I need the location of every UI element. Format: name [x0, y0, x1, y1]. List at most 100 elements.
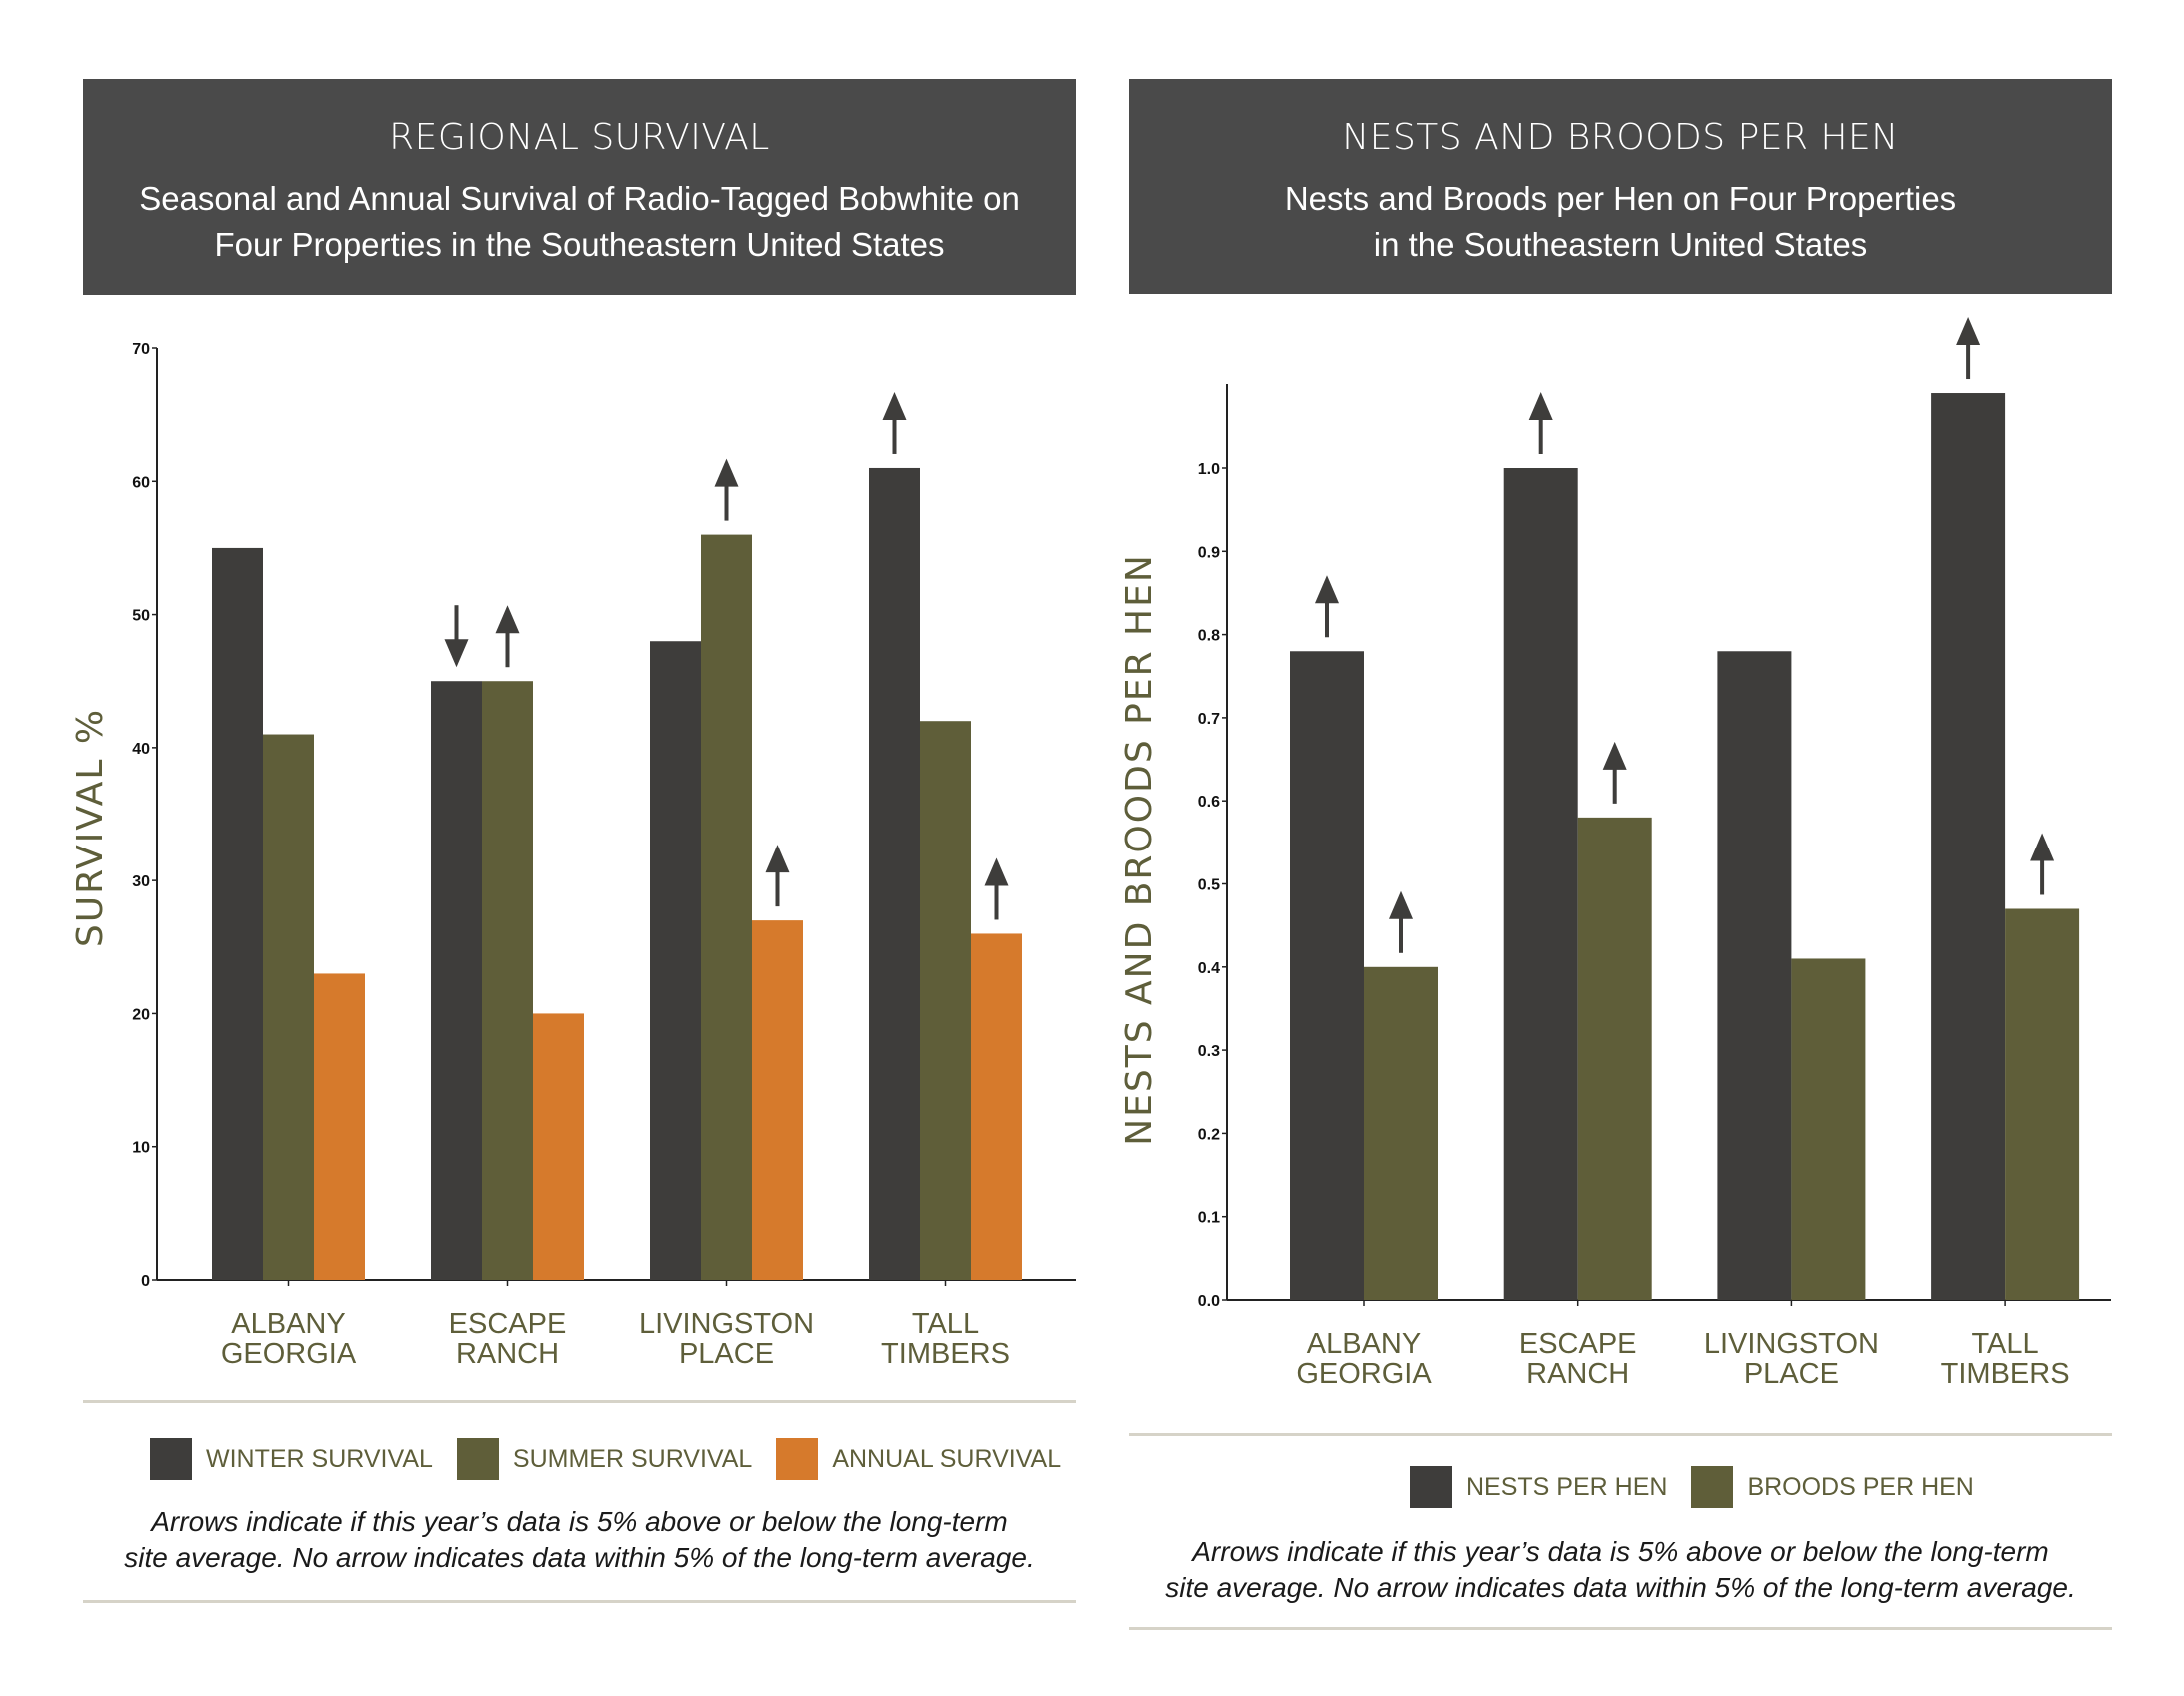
category-label-line-2: RANCH — [456, 1338, 559, 1370]
category-label-line-2: GEORGIA — [1296, 1358, 1432, 1390]
legend-label-nests: NESTS PER HEN — [1466, 1472, 1668, 1501]
arrow-shaft — [2040, 858, 2045, 895]
bar-annual-survival — [752, 920, 803, 1280]
category-label-line-2: TIMBERS — [1941, 1358, 2070, 1390]
arrow-up-head-icon — [765, 845, 790, 873]
y-tick-label: 0.9 — [1198, 544, 1220, 561]
legend-swatch-annual — [776, 1438, 819, 1480]
bar-annual-survival — [971, 933, 1022, 1280]
category-label-line-2: GEORGIA — [221, 1338, 357, 1370]
arrow-up-head-icon — [714, 458, 739, 487]
arrow-up-head-icon — [495, 605, 520, 634]
legend-swatch-broods — [1691, 1466, 1734, 1508]
y-tick-label: 0.6 — [1198, 794, 1220, 811]
right-divider-top — [1129, 1433, 2112, 1436]
right-footnote-line-1: Arrows indicate if this year’s data is 5… — [1192, 1536, 2049, 1567]
arrow-shaft — [1399, 916, 1403, 953]
legend-label-winter: WINTER SURVIVAL — [206, 1444, 433, 1473]
arrow-shaft — [892, 417, 897, 454]
arrow-up-head-icon — [882, 391, 907, 420]
legend-item-nests: NESTS PER HEN — [1410, 1466, 1667, 1508]
left-legend: WINTER SURVIVAL SUMMER SURVIVAL ANNUAL S… — [150, 1438, 1085, 1480]
bar-broods-per-hen — [1577, 817, 1652, 1300]
y-tick-label: 0.2 — [1198, 1126, 1220, 1143]
bar-nests-per-hen — [1717, 651, 1792, 1300]
arrow-shaft — [724, 484, 729, 521]
arrow-up-head-icon — [1602, 741, 1627, 770]
legend-swatch-summer — [456, 1438, 499, 1480]
trend-arrow-up — [765, 845, 790, 907]
arrow-shaft — [1612, 767, 1617, 804]
bar-nests-per-hen — [1290, 651, 1364, 1300]
category-label-line-1: TALL — [1972, 1328, 2039, 1360]
bar-broods-per-hen — [2005, 908, 2080, 1300]
bar-winter-survival — [869, 467, 920, 1280]
bar-nests-per-hen — [1931, 393, 2006, 1300]
right-chart-header: NESTS AND BROODS PER HEN Nests and Brood… — [1129, 79, 2112, 294]
arrow-down-head-icon — [444, 639, 469, 668]
trend-arrow-down — [444, 605, 469, 668]
trend-arrow-up — [1528, 392, 1553, 454]
y-tick-label: 50 — [132, 608, 150, 625]
y-tick-label: 0.8 — [1198, 628, 1220, 645]
y-tick-label: 0.0 — [1198, 1293, 1220, 1310]
trend-arrow-up — [1956, 317, 1981, 380]
right-subtitle-line-2: in the Southeastern United States — [1373, 226, 1868, 263]
y-tick-label: 10 — [132, 1140, 150, 1157]
trend-arrow-up — [1315, 575, 1339, 638]
bar-summer-survival — [920, 721, 971, 1280]
right-chart-subtitle: Nests and Broods per Hen on Four Propert… — [1129, 176, 2112, 268]
y-tick-label: 0.3 — [1198, 1043, 1220, 1060]
bar-winter-survival — [212, 547, 263, 1280]
legend-item-summer: SUMMER SURVIVAL — [456, 1438, 752, 1480]
y-tick-label: 0.7 — [1198, 711, 1220, 728]
category-label-line-1: TALL — [912, 1308, 979, 1340]
y-tick-label: 30 — [132, 873, 150, 890]
arrow-shaft — [994, 883, 999, 920]
category-label-line-1: ALBANY — [1307, 1328, 1421, 1360]
category-label-line-2: PLACE — [1744, 1358, 1839, 1390]
right-legend: NESTS PER HEN BROODS PER HEN — [1410, 1466, 1998, 1508]
y-tick-label: 60 — [132, 474, 150, 491]
arrow-up-head-icon — [1315, 575, 1339, 604]
arrow-up-head-icon — [2030, 833, 2055, 861]
right-footnote-line-2: site average. No arrow indicates data wi… — [1165, 1572, 2076, 1603]
category-label-line-1: ALBANY — [231, 1308, 345, 1340]
category-label-line-2: RANCH — [1526, 1358, 1629, 1390]
bar-winter-survival — [650, 641, 701, 1280]
legend-label-annual: ANNUAL SURVIVAL — [832, 1444, 1062, 1473]
arrow-shaft — [505, 631, 510, 668]
arrow-shaft — [454, 605, 459, 642]
right-footnote: Arrows indicate if this year’s data is 5… — [1129, 1534, 2112, 1606]
left-chart-header: REGIONAL SURVIVAL Seasonal and Annual Su… — [83, 79, 1076, 295]
trend-arrow-up — [882, 391, 907, 454]
category-label-line-2: TIMBERS — [881, 1338, 1010, 1370]
y-tick-label: 0.5 — [1198, 877, 1220, 894]
y-tick-label: 0 — [141, 1273, 150, 1290]
y-axis-title: SURVIVAL % — [70, 708, 111, 947]
right-chart-title: NESTS AND BROODS PER HEN — [1342, 117, 1899, 158]
bar-annual-survival — [533, 1013, 584, 1280]
arrow-shaft — [775, 870, 780, 907]
bar-nests-per-hen — [1503, 468, 1578, 1300]
left-subtitle-line-2: Four Properties in the Southeastern Unit… — [214, 226, 945, 263]
left-footnote-line-2: site average. No arrow indicates data wi… — [124, 1542, 1035, 1573]
arrow-shaft — [1325, 601, 1329, 638]
category-label-line-1: LIVINGSTON — [1704, 1328, 1879, 1360]
arrow-up-head-icon — [984, 857, 1009, 886]
arrow-up-head-icon — [1389, 890, 1413, 919]
left-footnote-line-1: Arrows indicate if this year’s data is 5… — [151, 1506, 1008, 1537]
y-tick-label: 20 — [132, 1006, 150, 1023]
arrow-up-head-icon — [1528, 392, 1553, 420]
legend-item-annual: ANNUAL SURVIVAL — [776, 1438, 1061, 1480]
legend-item-broods: BROODS PER HEN — [1691, 1466, 1974, 1508]
trend-arrow-up — [2030, 833, 2055, 895]
legend-swatch-nests — [1410, 1466, 1452, 1508]
category-label-line-1: ESCAPE — [449, 1308, 567, 1340]
category-label-line-1: LIVINGSTON — [639, 1308, 814, 1340]
bar-summer-survival — [263, 734, 314, 1280]
left-footnote: Arrows indicate if this year’s data is 5… — [83, 1504, 1076, 1576]
y-tick-label: 0.1 — [1198, 1210, 1220, 1227]
